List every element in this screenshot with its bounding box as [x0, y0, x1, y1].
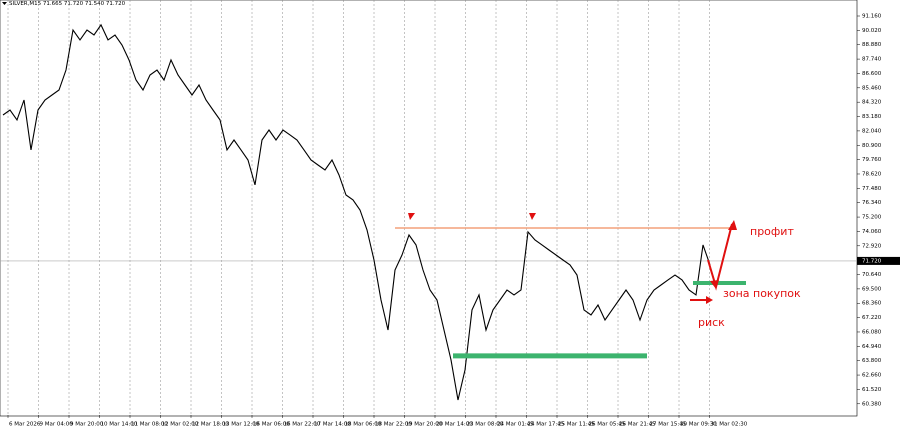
y-tick-label: 67.220: [862, 315, 882, 321]
x-tick-label: 16 Mar 06:00: [253, 422, 290, 428]
y-tick-label: 64.940: [862, 344, 882, 350]
x-tick-label: 25 Mar 11:45: [558, 422, 595, 428]
x-tick-label: 10 Mar 14:00: [101, 422, 138, 428]
y-tick-label: 85.460: [862, 85, 882, 91]
x-tick-label: 24 Mar 01:45: [497, 422, 534, 428]
x-tick-label: 24 Mar 17:45: [528, 422, 565, 428]
y-tick-label: 70.640: [862, 272, 882, 278]
y-tick-label: 72.920: [862, 243, 882, 249]
y-tick-label: 68.360: [862, 301, 882, 307]
y-tick-label: 90.020: [862, 28, 882, 34]
arrow-head: [710, 279, 719, 289]
y-tick-label: 77.480: [862, 186, 882, 192]
plot-frame: [0, 0, 858, 417]
x-tick-label: 9 Mar 20:00: [70, 422, 104, 428]
y-tick-label: 82.040: [862, 128, 882, 134]
y-tick-label: 86.600: [862, 71, 882, 77]
y-tick-label: 87.740: [862, 57, 882, 63]
risk-label: риск: [698, 316, 725, 329]
x-tick-label: 12 Mar 02:00: [162, 422, 199, 428]
current-price-box: [857, 256, 900, 265]
x-tick-label: 31 Mar 02:30: [711, 422, 748, 428]
y-tick-label: 78.620: [862, 171, 882, 177]
profit-label: профит: [750, 225, 794, 238]
x-tick-label: 13 Mar 12:00: [223, 422, 260, 428]
x-tick-label: 30 Mar 09:30: [680, 422, 717, 428]
title-icon: [2, 2, 7, 5]
y-tick-label: 66.080: [862, 329, 882, 335]
y-tick-label: 75.200: [862, 215, 882, 221]
y-tick-label: 83.180: [862, 114, 882, 120]
x-tick-label: 11 Mar 08:00: [131, 422, 168, 428]
y-tick-label: 60.380: [862, 401, 882, 407]
x-tick-label: 16 Mar 22:00: [284, 422, 321, 428]
x-tick-label: 19 Mar 20:00: [406, 422, 443, 428]
y-tick-label: 88.880: [862, 42, 882, 48]
x-tick-label: 18 Mar 22:00: [375, 422, 412, 428]
x-tick-label: 26 Mar 21:45: [619, 422, 656, 428]
x-tick-label: 26 Mar 05:45: [589, 422, 626, 428]
y-tick-label: 80.900: [862, 143, 882, 149]
x-tick-label: 23 Mar 08:00: [467, 422, 504, 428]
y-tick-label: 69.500: [862, 286, 882, 292]
y-tick-label: 62.660: [862, 373, 882, 379]
y-tick-label: 84.320: [862, 100, 882, 106]
y-tick-label: 61.520: [862, 387, 882, 393]
peak-marker: [408, 213, 415, 221]
x-tick-label: 18 Mar 06:00: [345, 422, 382, 428]
arrow-head: [728, 220, 737, 231]
chart-title: SILVER,M15 71.665 71.720 71.540 71.720: [9, 1, 126, 7]
buy-zone-label: зона покупок: [723, 287, 801, 300]
y-tick-label: 74.060: [862, 229, 882, 235]
x-tick-label: 6 Mar 2026: [9, 422, 41, 428]
arrow-head: [706, 296, 713, 304]
peak-marker: [529, 213, 536, 221]
x-tick-label: 17 Mar 14:00: [314, 422, 351, 428]
y-tick-label: 76.340: [862, 200, 882, 206]
x-tick-label: 27 Mar 15:45: [650, 422, 687, 428]
price-line: [2, 23, 711, 401]
current-price-label: 71.720: [862, 258, 882, 264]
y-tick-label: 91.160: [862, 14, 882, 20]
x-tick-label: 12 Mar 18:00: [192, 422, 229, 428]
y-tick-label: 79.760: [862, 157, 882, 163]
y-tick-label: 63.800: [862, 358, 882, 364]
x-tick-label: 20 Mar 14:00: [436, 422, 473, 428]
x-tick-label: 9 Mar 04:00: [40, 422, 74, 428]
